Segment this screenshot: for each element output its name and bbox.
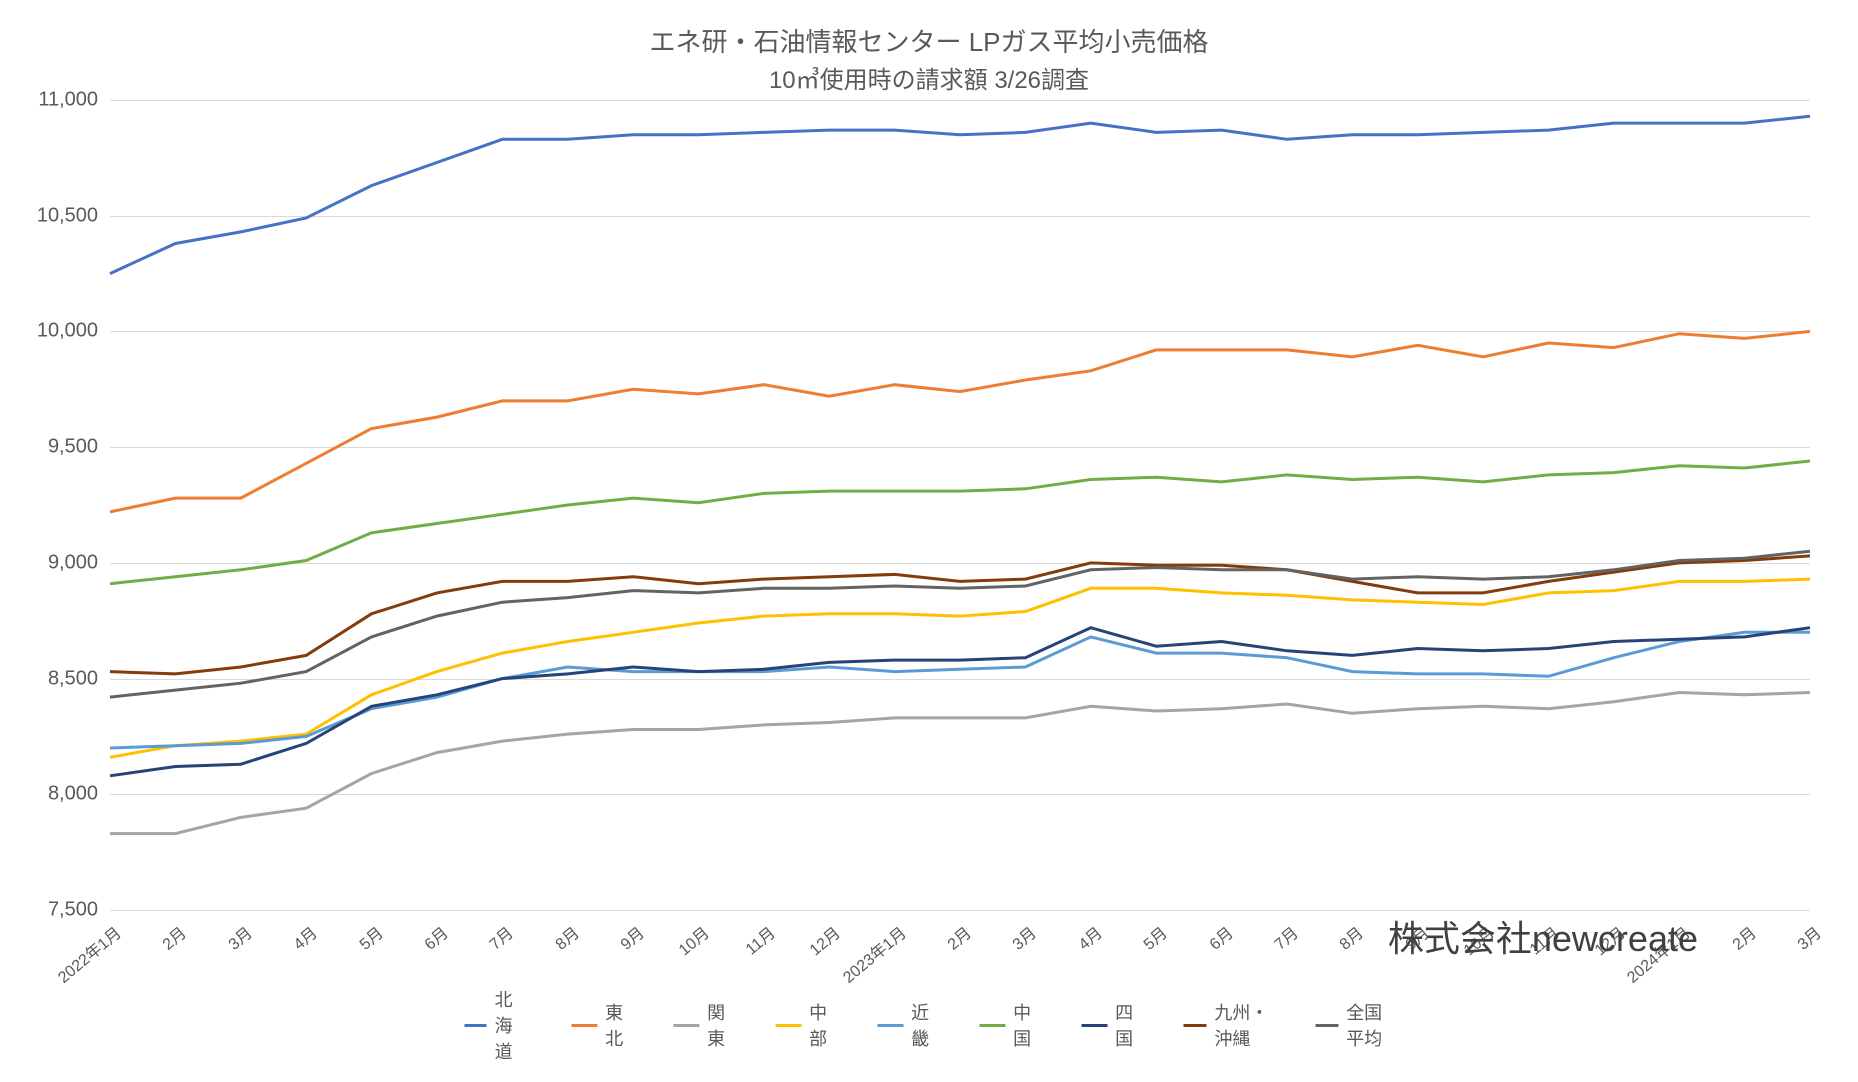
x-tick-label: 2月 <box>941 920 976 954</box>
x-tick-label: 2月 <box>156 920 191 954</box>
legend-item: 中国 <box>980 999 1040 1051</box>
legend-item: 四国 <box>1082 999 1142 1051</box>
legend-label: 北海道 <box>495 986 530 1064</box>
x-tick-label: 6月 <box>1202 920 1237 954</box>
x-tick-label: 3月 <box>222 920 257 954</box>
legend-label: 四国 <box>1115 999 1142 1051</box>
legend: 北海道 東北 関東 中部 近畿 中国 四国 九州・沖縄 全国平均 <box>465 986 1394 1064</box>
chart-title: エネ研・石油情報センター LPガス平均小売価格 <box>0 22 1858 59</box>
x-tick-label: 3月 <box>1006 920 1041 954</box>
legend-swatch <box>465 1024 487 1027</box>
legend-item: 北海道 <box>465 986 530 1064</box>
series-line <box>110 693 1810 834</box>
legend-label: 関東 <box>707 999 734 1051</box>
y-tick-label: 9,000 <box>18 551 98 574</box>
legend-swatch <box>674 1024 699 1027</box>
legend-item: 東北 <box>572 999 632 1051</box>
legend-swatch <box>878 1024 903 1027</box>
x-tick-label: 4月 <box>1072 920 1107 954</box>
attribution-text: 株式会社newcreate <box>1388 910 1698 962</box>
x-tick-label: 3月 <box>1791 920 1826 954</box>
legend-item: 九州・沖縄 <box>1184 999 1274 1051</box>
series-line <box>110 331 1810 512</box>
x-tick-label: 2023年1月 <box>836 920 910 988</box>
legend-label: 近畿 <box>911 999 938 1051</box>
legend-swatch <box>572 1024 597 1027</box>
legend-label: 中部 <box>809 999 836 1051</box>
y-tick-label: 9,500 <box>18 436 98 459</box>
series-line <box>110 632 1810 748</box>
x-tick-label: 6月 <box>418 920 453 954</box>
legend-label: 東北 <box>605 999 632 1051</box>
x-tick-label: 11月 <box>739 920 779 959</box>
legend-swatch <box>776 1024 801 1027</box>
x-tick-label: 5月 <box>1137 920 1172 954</box>
y-tick-label: 10,500 <box>18 204 98 227</box>
legend-item: 全国平均 <box>1316 999 1394 1051</box>
x-tick-label: 8月 <box>1333 920 1368 954</box>
legend-swatch <box>1082 1024 1107 1027</box>
y-tick-label: 11,000 <box>18 89 98 112</box>
legend-item: 中部 <box>776 999 836 1051</box>
x-tick-label: 10月 <box>673 920 714 960</box>
series-line <box>110 461 1810 584</box>
y-tick-label: 8,500 <box>18 667 98 690</box>
x-tick-label: 12月 <box>803 920 844 960</box>
legend-label: 九州・沖縄 <box>1214 999 1273 1051</box>
chart-subtitle: 10㎥使用時の請求額 3/26調査 <box>0 60 1858 95</box>
y-tick-label: 7,500 <box>18 899 98 922</box>
x-tick-label: 7月 <box>1268 920 1303 954</box>
legend-item: 関東 <box>674 999 734 1051</box>
legend-swatch <box>1184 1024 1206 1027</box>
chart-container: エネ研・石油情報センター LPガス平均小売価格 10㎥使用時の請求額 3/26調… <box>0 0 1858 1082</box>
x-tick-label: 2月 <box>1726 920 1761 954</box>
y-tick-label: 10,000 <box>18 320 98 343</box>
y-tick-label: 8,000 <box>18 783 98 806</box>
legend-swatch <box>980 1024 1005 1027</box>
plot-lines <box>110 100 1810 910</box>
x-tick-label: 4月 <box>287 920 322 954</box>
legend-item: 近畿 <box>878 999 938 1051</box>
series-line <box>110 628 1810 776</box>
series-line <box>110 116 1810 273</box>
x-tick-label: 9月 <box>614 920 649 954</box>
x-tick-label: 2022年1月 <box>51 920 125 988</box>
x-tick-label: 5月 <box>352 920 387 954</box>
x-tick-label: 7月 <box>483 920 518 954</box>
legend-swatch <box>1316 1024 1338 1027</box>
legend-label: 全国平均 <box>1346 999 1393 1051</box>
x-tick-label: 8月 <box>549 920 584 954</box>
legend-label: 中国 <box>1013 999 1040 1051</box>
